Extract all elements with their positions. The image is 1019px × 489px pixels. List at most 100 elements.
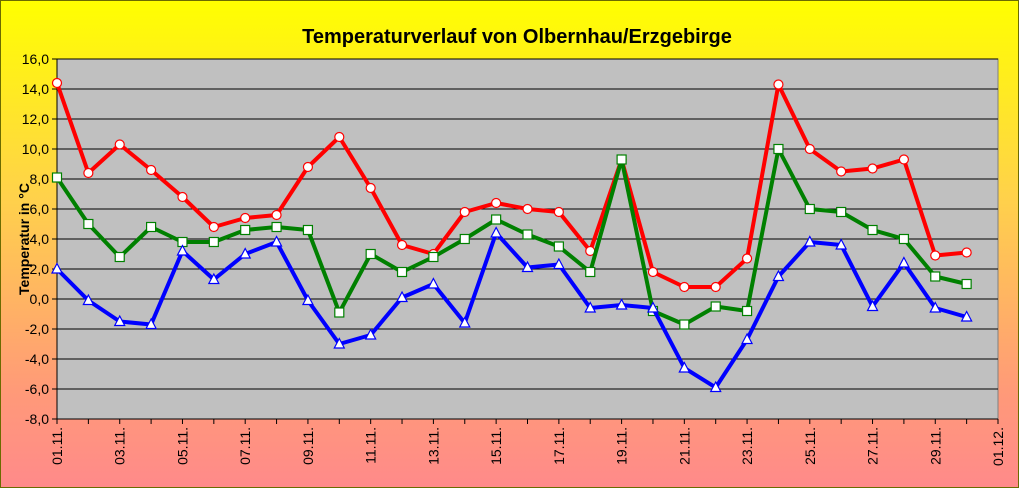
- data-point: [741, 332, 754, 345]
- y-tick-label: 10,0: [22, 141, 49, 157]
- data-point: [522, 203, 533, 215]
- data-point: [83, 167, 94, 179]
- data-point: [773, 79, 784, 90]
- data-point: [836, 166, 847, 177]
- y-tick-label: 8,0: [30, 171, 50, 187]
- y-tick-label: 0,0: [30, 291, 50, 307]
- data-point: [334, 307, 345, 318]
- x-tick-label: 11.11.: [363, 427, 379, 464]
- data-point: [145, 317, 158, 330]
- x-tick-label: 03.11.: [112, 427, 128, 465]
- y-tick-label: 6,0: [30, 201, 50, 217]
- data-point: [867, 163, 878, 174]
- y-tick-label: 16,0: [22, 51, 49, 67]
- data-point: [459, 233, 470, 245]
- data-point: [710, 301, 721, 312]
- data-point: [334, 131, 345, 143]
- data-point: [522, 229, 533, 240]
- x-tick-label: 17.11.: [551, 427, 567, 465]
- data-point: [490, 226, 503, 238]
- data-point: [302, 224, 314, 236]
- data-point: [584, 301, 597, 313]
- data-point: [428, 251, 439, 263]
- data-point: [741, 253, 753, 264]
- data-point: [961, 278, 972, 290]
- data-point: [239, 247, 252, 259]
- y-tick-label: 12,0: [22, 111, 49, 127]
- series-square: [51, 143, 972, 330]
- data-point: [396, 239, 408, 251]
- data-point: [113, 314, 126, 327]
- y-tick-label: -8,0: [25, 411, 49, 427]
- data-point: [930, 271, 941, 282]
- data-point: [240, 224, 251, 236]
- data-point: [961, 247, 972, 258]
- x-tick-label: 25.11.: [802, 427, 818, 465]
- data-point: [929, 301, 942, 313]
- series-group: [51, 77, 973, 393]
- data-point: [146, 221, 157, 233]
- data-point: [679, 319, 690, 330]
- y-tick-label: 4,0: [30, 231, 50, 247]
- y-axis: -8,0 -6,0 -4,0 -2,0 0,0 2,0 4,0 6,0 8,0 10,0 12,0 1…: [22, 51, 58, 427]
- data-point: [741, 305, 753, 317]
- y-tick-label: -2,0: [25, 321, 49, 337]
- data-point: [773, 143, 784, 155]
- data-point: [679, 281, 690, 293]
- data-point: [176, 244, 189, 256]
- data-point: [51, 172, 63, 183]
- data-point: [803, 235, 816, 247]
- data-point: [836, 206, 847, 218]
- y-tick-label: -4,0: [25, 351, 49, 367]
- data-point: [491, 197, 502, 209]
- data-point: [301, 293, 314, 306]
- data-point: [804, 143, 815, 155]
- x-tick-label: 27.11.: [865, 427, 881, 465]
- data-point: [240, 212, 251, 224]
- data-point: [491, 214, 502, 225]
- data-point: [51, 77, 63, 89]
- series-line: [55, 231, 968, 390]
- data-point: [835, 238, 848, 250]
- data-point: [365, 182, 376, 194]
- data-point: [396, 266, 408, 278]
- data-point: [82, 293, 95, 306]
- data-point: [427, 277, 440, 289]
- data-point: [552, 257, 565, 270]
- data-point: [772, 269, 785, 282]
- data-point: [114, 251, 125, 263]
- x-tick-label: 15.11.: [488, 427, 504, 465]
- data-point: [960, 310, 973, 322]
- x-tick-label: 07.11.: [237, 427, 253, 465]
- y-tick-label: -6,0: [25, 381, 49, 397]
- data-point: [365, 248, 376, 260]
- x-axis: 01.11. 03.11. 05.11. 07.11. 09.11. 11.11. 13.1…: [49, 418, 1006, 466]
- data-point: [867, 224, 878, 236]
- x-tick-label: 05.11.: [174, 427, 190, 465]
- y-tick-label: 14,0: [22, 81, 49, 97]
- data-point: [207, 272, 220, 285]
- series-line: [55, 82, 967, 289]
- y-tick-label: 2,0: [30, 261, 50, 277]
- data-point: [616, 154, 627, 165]
- x-tick-label: 01.12.: [990, 427, 1006, 466]
- series-line: [55, 147, 968, 327]
- x-tick-label: 01.11.: [49, 427, 65, 465]
- data-point: [208, 236, 219, 248]
- data-point: [270, 235, 283, 247]
- data-point: [208, 221, 219, 233]
- chart-title: Temperaturverlauf von Olbernhau/Erzgebir…: [302, 26, 732, 48]
- data-point: [146, 164, 157, 176]
- data-point: [521, 260, 534, 273]
- x-tick-label: 13.11.: [425, 427, 441, 465]
- series-triangle: [51, 226, 973, 393]
- data-point: [177, 191, 188, 203]
- data-point: [302, 161, 314, 173]
- data-point: [364, 328, 377, 340]
- data-point: [51, 262, 63, 274]
- data-point: [615, 298, 628, 310]
- data-point: [553, 206, 564, 218]
- data-point: [709, 380, 722, 393]
- data-point: [678, 361, 691, 373]
